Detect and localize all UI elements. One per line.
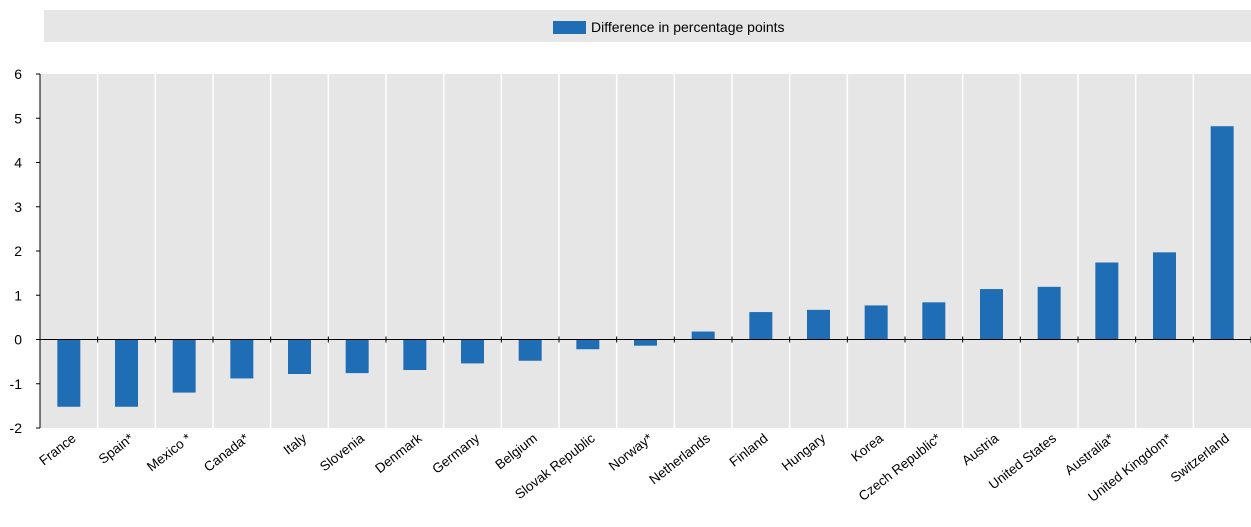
bar	[864, 305, 888, 340]
legend-label: Difference in percentage points	[591, 19, 785, 35]
x-tick-label: Korea	[848, 430, 886, 464]
bar	[115, 339, 138, 407]
y-tick-label: 3	[14, 199, 22, 215]
x-tick-label: Spain*	[96, 430, 137, 467]
x-tick-label: Canada*	[201, 430, 252, 475]
y-tick-label: 5	[14, 110, 22, 126]
legend: Difference in percentage points	[44, 10, 1251, 42]
y-tick-label: 0	[14, 332, 22, 348]
y-tick-label: 6	[14, 66, 22, 82]
bar	[1153, 252, 1176, 340]
x-tick-label: Belgium	[492, 431, 540, 473]
y-tick-label: 4	[14, 155, 22, 171]
bar	[288, 339, 311, 375]
bar	[576, 339, 600, 350]
y-tick-label: 2	[14, 243, 22, 259]
x-tick-label: Austria	[959, 430, 1002, 468]
x-tick-label: Netherlands	[646, 430, 713, 487]
bar	[634, 339, 657, 346]
x-tick-label: Slovenia	[317, 430, 367, 474]
bar	[1037, 286, 1061, 340]
x-tick-label: Finland	[727, 431, 771, 470]
bar	[230, 339, 254, 379]
bar	[922, 302, 946, 340]
x-tick-label: France	[36, 431, 78, 469]
y-tick-label: -2	[10, 420, 23, 436]
bar	[807, 309, 830, 340]
bar	[749, 312, 773, 340]
bar	[691, 331, 715, 340]
x-tick-label: Denmark	[372, 430, 425, 476]
x-tick-label: Mexico *	[144, 430, 195, 474]
plot-area	[40, 74, 1251, 428]
bar	[1095, 262, 1119, 340]
x-tick-label: Hungary	[779, 430, 829, 473]
legend-item: Difference in percentage points	[553, 19, 785, 35]
x-tick-label: Norway*	[606, 430, 656, 474]
bar	[1210, 126, 1234, 340]
legend-swatch	[553, 20, 586, 34]
y-tick-label: -1	[10, 376, 23, 392]
bar	[518, 339, 542, 361]
bar	[345, 339, 369, 374]
x-tick-label: Italy	[281, 430, 310, 457]
y-tick-label: 1	[14, 287, 22, 303]
bar	[172, 339, 196, 393]
x-tick-label: Australia*	[1062, 430, 1117, 478]
x-tick-label: Germany	[429, 430, 482, 476]
x-tick-label: Switzerland	[1168, 431, 1232, 486]
bar	[403, 339, 427, 371]
bar	[57, 339, 81, 407]
bar	[461, 339, 484, 364]
bar	[980, 289, 1003, 340]
